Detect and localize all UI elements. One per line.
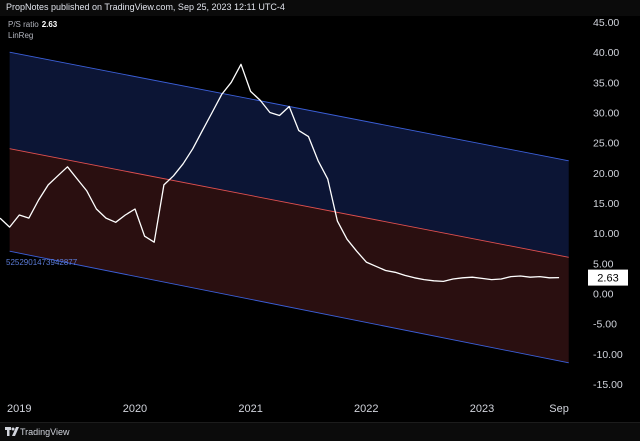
series-value: 2.63 (41, 20, 58, 29)
upper-band-fill (9, 52, 569, 258)
linreg-middle-line (9, 148, 569, 258)
y-tick-label: 0.00 (593, 288, 614, 300)
indicator-name[interactable]: LinReg (8, 31, 34, 40)
x-tick-label: 2019 (7, 403, 31, 415)
y-tick-label: 5.00 (593, 258, 614, 270)
price-series (0, 63, 560, 283)
x-tick-label: 2023 (470, 403, 494, 415)
chart-labels: 5252901473942877 (6, 258, 78, 267)
x-tick-label: 2022 (354, 403, 378, 415)
last-value-label: 2.63 (597, 273, 618, 285)
y-tick-label: 45.00 (593, 17, 619, 29)
y-tick-label: -15.00 (593, 379, 623, 391)
y-tick-label: -5.00 (593, 319, 617, 331)
x-tick-label: 2020 (123, 403, 147, 415)
lower-band-fill (9, 148, 569, 363)
linreg-lower-line (9, 250, 569, 364)
tradingview-logo-icon[interactable] (5, 427, 19, 437)
linreg-deviation-label: 5252901473942877 (6, 258, 78, 267)
y-tick-label: 20.00 (593, 168, 619, 180)
x-axis: 2019 2020 2021 2022 2023 Sep (7, 403, 569, 415)
series-name: P/S ratio (8, 20, 39, 29)
y-tick-label: 15.00 (593, 198, 619, 210)
linreg-bands (9, 52, 569, 363)
brand-name[interactable]: TradingView (20, 427, 70, 437)
last-value-badge (588, 269, 628, 286)
series-legend-row[interactable]: P/S ratio 2.63 (8, 19, 57, 30)
y-tick-label: 40.00 (593, 47, 619, 59)
price-line (0, 63, 560, 283)
y-tick-label: 30.00 (593, 108, 619, 120)
publish-info: PropNotes published on TradingView.com, … (6, 2, 285, 12)
x-tick-label: 2021 (238, 403, 262, 415)
x-tick-label: Sep (549, 403, 569, 415)
y-tick-label: 25.00 (593, 138, 619, 150)
footer-bar: TradingView (0, 422, 640, 441)
y-tick-label: 35.00 (593, 77, 619, 89)
y-tick-label: 10.00 (593, 228, 619, 240)
chart-legend: P/S ratio 2.63 LinReg (8, 19, 57, 41)
y-axis: 45.00 40.00 35.00 30.00 25.00 20.00 15.00 10.00… (588, 17, 628, 391)
y-tick-label: -10.00 (593, 349, 623, 361)
publish-header: PropNotes published on TradingView.com, … (0, 0, 640, 16)
